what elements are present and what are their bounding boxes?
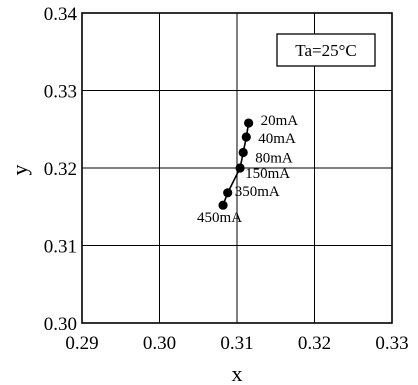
annotation-box-text: Ta=25°C bbox=[295, 41, 356, 60]
data-point-label: 40mA bbox=[258, 131, 296, 147]
y-axis-title: y bbox=[7, 165, 32, 176]
x-axis-title: x bbox=[232, 361, 243, 385]
data-point-label: 150mA bbox=[245, 166, 290, 182]
y-tick-label: 0.33 bbox=[44, 82, 77, 103]
data-point-label: 80mA bbox=[255, 151, 293, 167]
x-tick-labels: 0.29 0.30 0.31 0.32 0.33 bbox=[65, 333, 408, 354]
x-tick-label: 0.31 bbox=[220, 333, 253, 354]
data-point-label: 450mA bbox=[197, 210, 242, 226]
data-point bbox=[238, 147, 248, 158]
annotation-box: Ta=25°C bbox=[276, 33, 376, 67]
data-point bbox=[223, 188, 233, 198]
annotation-box-frame bbox=[276, 33, 376, 67]
y-tick-label: 0.30 bbox=[44, 314, 77, 335]
y-tick-labels: 0.30 0.31 0.32 0.33 0.34 bbox=[44, 4, 78, 335]
data-point-label: 350mA bbox=[235, 184, 280, 200]
x-tick-label: 0.29 bbox=[65, 333, 98, 354]
x-tick-label: 0.30 bbox=[143, 333, 176, 354]
data-point bbox=[244, 118, 254, 128]
data-point bbox=[241, 132, 251, 142]
y-tick-label: 0.31 bbox=[44, 237, 77, 258]
y-tick-label: 0.34 bbox=[44, 4, 78, 25]
x-tick-label: 0.32 bbox=[298, 333, 331, 354]
y-tick-label: 0.32 bbox=[44, 159, 77, 180]
data-point bbox=[218, 200, 228, 210]
data-point bbox=[235, 163, 245, 173]
x-tick-label: 0.33 bbox=[375, 333, 408, 354]
plot-frame bbox=[81, 12, 393, 324]
series-current-sweep bbox=[218, 118, 254, 210]
data-point-label: 20mA bbox=[261, 113, 299, 129]
